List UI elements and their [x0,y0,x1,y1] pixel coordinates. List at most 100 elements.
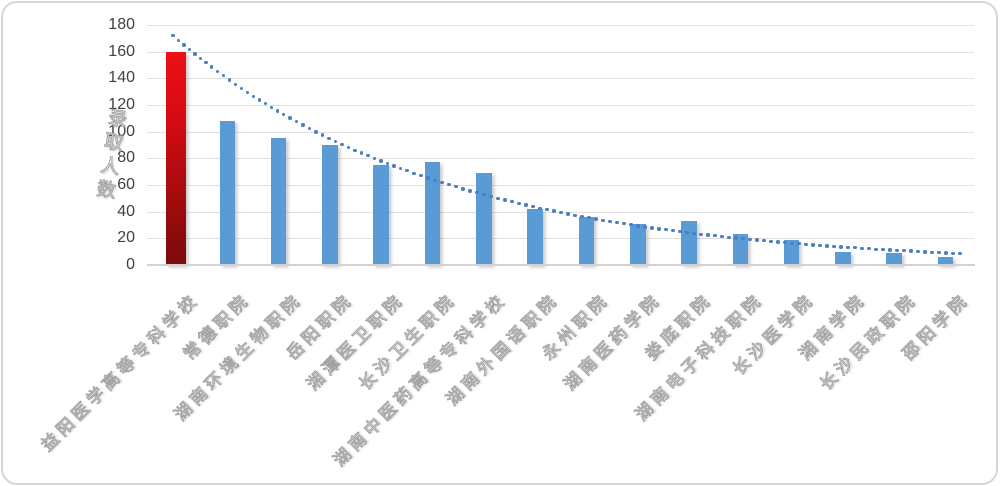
trendline-dot [804,242,808,246]
trendline-dot [587,216,591,220]
trendline-dot [825,244,829,248]
bar [219,121,236,265]
trendline-dot [734,236,738,240]
trendline-dot [545,208,549,212]
trendline-dot [909,249,913,253]
trendline-dot [269,105,274,109]
trendline-dot [713,234,717,238]
trendline-dot [333,139,338,144]
trendline-dot [366,154,370,158]
gridline [147,25,974,26]
trendline-dot [839,245,843,249]
y-axis-tick-label: 100 [108,122,135,140]
y-axis-tick-label: 120 [108,96,135,113]
bar [732,234,748,265]
gridline [147,51,974,53]
trendline-dot [359,151,364,155]
bar [476,173,492,265]
trendline-dot [727,235,731,239]
trendline-dot [741,237,745,241]
trendline-dot [475,191,479,195]
trendline-dot [524,203,528,207]
trendline-dot [657,227,661,231]
trendline-dot [176,38,181,43]
trendline-dot [314,130,318,134]
trendline-dot [573,213,577,217]
y-axis-tick-label: 180 [108,16,135,33]
trendline-dot [874,247,878,251]
trendline-dot [811,243,815,247]
trendline-dot [867,247,871,251]
gridline [147,131,974,133]
y-axis-tick-label: 80 [117,149,135,167]
trendline-dot [755,238,759,242]
trendline-dot [257,98,262,102]
bar-highlighted [166,51,186,265]
trendline-dot [392,164,396,168]
trendline-dot [419,174,423,178]
bar [373,165,389,265]
x-axis-label: 益阳医学高等专科学校 [37,289,203,455]
trendline-dot [489,194,493,199]
trendline-dot [405,169,409,173]
trendline-dot [937,250,941,255]
trendline-dot [923,250,927,254]
bar [424,162,441,265]
trendline-dot [288,116,292,120]
trendline-dot [559,210,563,215]
trendline-dot [461,187,465,191]
trendline-dot [510,200,514,204]
y-axis-tick-label: 160 [108,42,135,60]
trendline-dot [888,248,892,252]
trendline-dot [636,224,640,228]
trendline-dot [790,241,794,245]
trendline-dot [233,82,238,86]
y-axis-tick-label: 0 [126,256,135,273]
trendline-dot [671,229,675,233]
gridline [147,238,974,240]
trendline-dot [346,145,351,149]
trendline-dot [440,180,444,185]
trendline-dot [531,204,535,209]
trendline-dot [580,214,584,219]
trendline-dot [482,193,486,197]
bar [527,209,543,265]
trendline-dot [692,231,696,236]
trendline-dot [685,230,689,235]
trendline-dot [433,178,437,182]
trendline-dot [227,78,232,82]
trendline-dot [263,102,268,106]
trendline-dot [895,248,899,253]
trendline-dot [187,48,192,52]
x-axis-line [147,264,975,266]
trendline-dot [643,225,647,229]
trendline-dot [566,212,570,216]
trendline-dot [171,34,175,38]
trendline-dot [916,249,920,254]
trendline-dot [594,217,598,221]
y-axis-tick-label: 40 [117,202,135,220]
gridline [147,185,974,186]
trendline-dot [783,240,787,245]
trendline-dot [275,109,280,113]
bar [322,145,338,265]
trendline-dot [496,196,500,200]
trendline-dot [251,94,256,98]
bar [578,217,595,265]
trendline-dot [307,126,312,131]
trendline-dot [245,90,250,94]
trendline-dot [762,239,766,243]
trendline-dot [379,159,383,163]
trendline-dot [776,240,780,244]
trendline-dot [193,52,197,56]
trendline-dot [944,251,948,255]
trendline-dot [902,249,906,253]
trendline-dot [454,185,458,189]
gridline [147,105,974,106]
trendline-dot [601,218,605,222]
trendline-dot [706,233,710,237]
trendline-dot [281,112,286,117]
trendline-dot [198,56,203,61]
trendline-dot [204,61,208,65]
trendline-dot [552,209,556,213]
